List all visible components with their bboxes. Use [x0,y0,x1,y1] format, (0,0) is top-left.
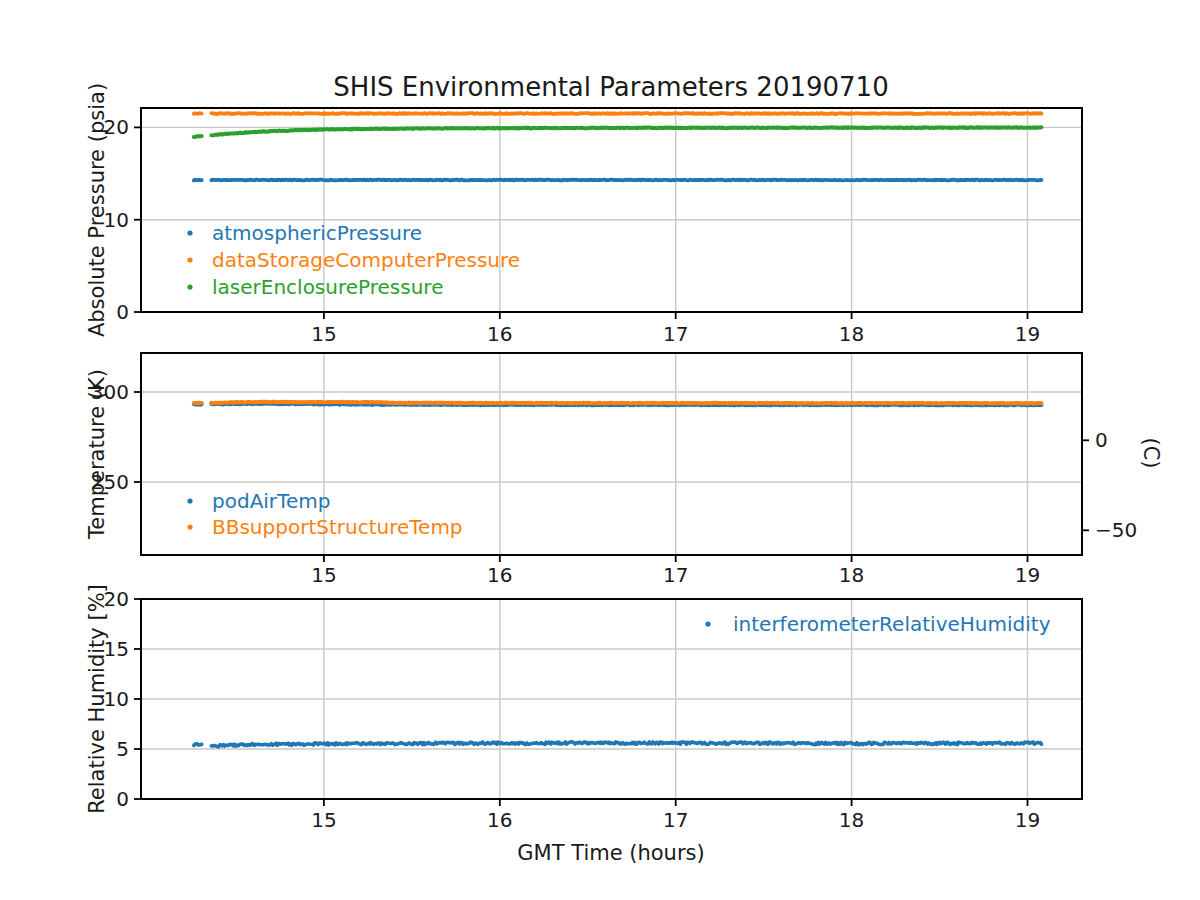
right-y-tick-label: 0 [1095,428,1108,452]
x-tick-label: 16 [487,808,512,832]
series-interferometerRelativeHumidity [194,744,202,746]
y-tick-label: 5 [116,737,129,761]
legend-label-interferometerRelativeHumidity: interferometerRelativeHumidity [733,612,1051,636]
chart-title: SHIS Environmental Parameters 20190710 [333,72,888,102]
x-tick-label: 17 [663,322,688,346]
x-tick-label: 19 [1015,563,1040,587]
x-tick-label: 16 [487,563,512,587]
legend-label-dataStorageComputerPressure: dataStorageComputerPressure [212,248,520,272]
legend: interferometerRelativeHumidity [705,612,1050,636]
x-tick-label: 15 [311,563,336,587]
y-tick-label: 0 [116,787,129,811]
x-tick-label: 17 [663,808,688,832]
legend-marker-BBsupportStructureTemp [187,524,192,529]
series-BBsupportStructureTemp [211,402,1041,404]
right-y-tick-label: −50 [1095,518,1137,542]
legend: podAirTempBBsupportStructureTemp [187,489,462,539]
x-axis-label: GMT Time (hours) [517,841,704,865]
x-tick-label: 17 [663,563,688,587]
subplot-0: 151617181901020atmosphericPressuredataSt… [104,108,1082,346]
series-laserEnclosurePressure [194,136,202,137]
legend-marker-dataStorageComputerPressure [187,257,192,262]
x-tick-label: 15 [311,808,336,832]
y-axis-label-humidity: Relative Humidity [%] [85,584,109,814]
legend-marker-interferometerRelativeHumidity [705,621,710,626]
subplot-1: 15161718192503000−50podAirTempBBsupportS… [91,353,1137,587]
series-interferometerRelativeHumidity [211,742,1041,747]
y-axis-label-temperature: Temperature (K) [85,369,109,539]
series-dataStorageComputerPressure [194,113,202,114]
series-atmosphericPressure [194,180,202,181]
legend: atmosphericPressure dataStorageComputerPr… [187,221,520,299]
legend-label-laserEnclosurePressure: laserEnclosurePressure [212,275,443,299]
y-axis-label-pressure: Absolute Pressure (psia) [85,83,109,337]
legend-label-podAirTemp: podAirTemp [212,489,330,513]
x-tick-label: 18 [839,322,864,346]
legend-marker-podAirTemp [187,498,192,503]
y-axis-label-celsius: (C) [1139,437,1163,468]
series-laserEnclosurePressure [211,127,1041,135]
series-BBsupportStructureTemp [194,403,202,404]
x-tick-label: 16 [487,322,512,346]
legend-marker-laserEnclosurePressure [187,284,192,289]
subplot-2: 151617181905101520interferometerRelative… [104,587,1082,832]
legend-label-BBsupportStructureTemp: BBsupportStructureTemp [212,515,463,539]
y-tick-label: 0 [116,300,129,324]
x-tick-label: 15 [311,322,336,346]
x-tick-label: 18 [839,808,864,832]
series-atmosphericPressure [211,180,1041,181]
legend-marker-atmosphericPressure [187,230,192,235]
figure-svg: 151617181901020atmosphericPressuredataSt… [0,0,1200,900]
x-tick-label: 18 [839,563,864,587]
series-dataStorageComputerPressure [211,113,1041,114]
x-tick-label: 19 [1015,322,1040,346]
legend-label-atmosphericPressure: atmosphericPressure [212,221,422,245]
figure: 151617181901020atmosphericPressuredataSt… [0,0,1200,900]
x-tick-label: 19 [1015,808,1040,832]
